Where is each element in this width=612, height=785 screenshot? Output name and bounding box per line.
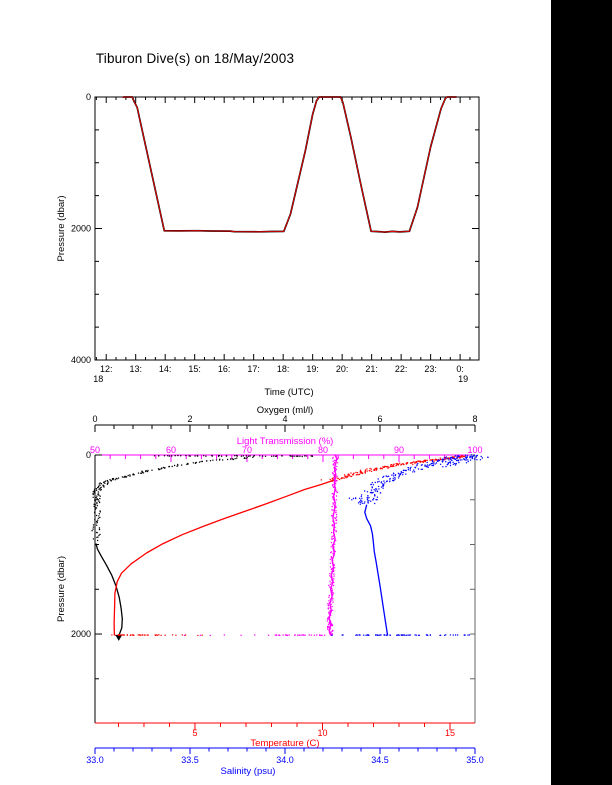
figure-title: Tiburon Dive(s) on 18/May/2003	[95, 51, 295, 66]
oxygen-axis	[94, 424, 476, 432]
svg-text:34.5: 34.5	[371, 755, 389, 765]
svg-text:23:: 23:	[424, 364, 437, 374]
svg-text:2000: 2000	[71, 224, 91, 234]
temperature-axis	[95, 722, 475, 730]
light-bottom-scatter	[274, 634, 333, 637]
oxygen-deep-line	[95, 543, 123, 637]
svg-text:4: 4	[282, 414, 287, 424]
salinity-bottom-scatter	[331, 634, 471, 637]
light-transmission-axis	[94, 454, 476, 462]
svg-text:19:: 19:	[306, 364, 319, 374]
svg-text:Oxygen (ml/l): Oxygen (ml/l)	[257, 405, 313, 416]
salinity-axis	[94, 747, 476, 754]
top-chart: 12: 13: 14: 15: 16: 17: 18: 19: 20: 21: 22: 23: 0: 18…	[56, 92, 480, 398]
svg-text:4000: 4000	[71, 355, 91, 365]
salinity-bottom-dense	[366, 634, 417, 636]
top-chart-pressure-axis	[95, 96, 479, 361]
svg-text:16:: 16:	[218, 364, 231, 374]
svg-text:15:: 15:	[188, 364, 201, 374]
svg-text:22:: 22:	[395, 364, 408, 374]
svg-text:12:: 12:	[100, 364, 113, 374]
svg-text:Pressure (dbar): Pressure (dbar)	[56, 556, 67, 622]
svg-text:15: 15	[445, 728, 455, 738]
svg-text:0: 0	[86, 450, 91, 460]
svg-text:Time (UTC): Time (UTC)	[264, 387, 313, 398]
oxygen-surface-scatter	[153, 454, 314, 458]
svg-text:35.0: 35.0	[466, 755, 484, 765]
svg-text:2000: 2000	[71, 629, 91, 639]
svg-text:14:: 14:	[159, 364, 172, 374]
oxygen-end-arrow	[115, 634, 123, 641]
light-transmission-halo	[326, 454, 339, 636]
svg-text:0: 0	[86, 92, 91, 102]
top-chart-time-axis	[95, 97, 471, 360]
svg-text:60: 60	[166, 445, 176, 455]
temperature-line	[113, 480, 332, 636]
svg-text:0: 0	[92, 414, 97, 424]
oxygen-upper-band	[91, 456, 254, 542]
temperature-bottom-sparse	[158, 634, 203, 637]
svg-text:10: 10	[317, 728, 327, 738]
right-letterbox-bar	[551, 0, 612, 785]
svg-text:90: 90	[394, 445, 404, 455]
salinity-upper-band	[357, 464, 435, 505]
svg-text:5: 5	[192, 728, 197, 738]
svg-text:80: 80	[318, 445, 328, 455]
light-bottom-sparse	[183, 634, 270, 637]
svg-text:8: 8	[472, 414, 477, 424]
svg-text:17:: 17:	[247, 364, 260, 374]
svg-text:0:: 0:	[456, 364, 464, 374]
svg-text:33.0: 33.0	[86, 755, 104, 765]
svg-text:34.0: 34.0	[276, 755, 294, 765]
svg-text:18:: 18:	[277, 364, 290, 374]
svg-text:50: 50	[90, 445, 100, 455]
svg-text:33.5: 33.5	[181, 755, 199, 765]
svg-text:21:: 21:	[365, 364, 378, 374]
svg-text:2: 2	[187, 414, 192, 424]
svg-text:18: 18	[93, 374, 103, 384]
temperature-bottom-scatter	[111, 634, 162, 637]
salinity-deep-line	[364, 504, 389, 636]
salinity-outliers	[348, 497, 372, 504]
bottom-right-border	[470, 454, 476, 723]
svg-text:Light Transmission (%): Light Transmission (%)	[237, 436, 334, 447]
svg-text:6: 6	[377, 414, 382, 424]
svg-text:100: 100	[467, 445, 482, 455]
svg-text:Salinity (psu): Salinity (psu)	[221, 766, 276, 777]
dive-depth-profile	[122, 96, 457, 233]
svg-text:19: 19	[458, 374, 468, 384]
svg-text:13:: 13:	[129, 364, 142, 374]
svg-text:Pressure (dbar): Pressure (dbar)	[56, 196, 67, 262]
svg-text:20:: 20:	[336, 364, 349, 374]
svg-text:Temperature (C): Temperature (C)	[250, 738, 319, 749]
svg-text:70: 70	[242, 445, 252, 455]
